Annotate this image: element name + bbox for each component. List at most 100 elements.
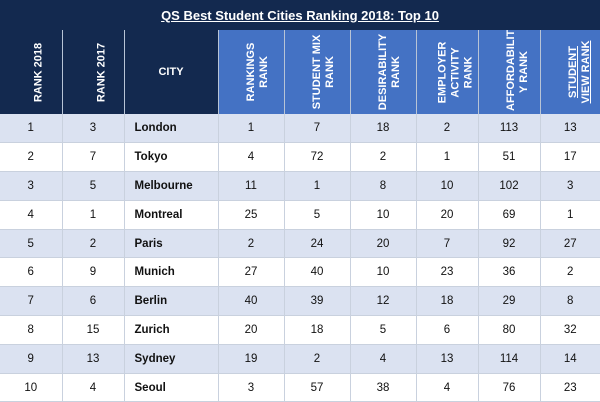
table-row[interactable]: 6 9 Munich 27 40 10 23 36 2: [0, 257, 600, 288]
table-row[interactable]: 8 15 Zurich 20 18 5 6 80 32: [0, 315, 600, 345]
cell-rank-2018: 1: [0, 114, 63, 144]
cell-rank-2017: 5: [62, 171, 125, 201]
cell-student-view-rank: 8: [540, 286, 600, 317]
cell-rank-2017: 7: [62, 142, 125, 173]
cell-affordability-rank: 51: [478, 142, 541, 173]
cell-city: Zurich: [124, 315, 219, 345]
cell-student-view-rank: 2: [540, 257, 600, 288]
cell-desirability-rank: 8: [350, 171, 417, 201]
cell-rank-2017: 15: [62, 315, 125, 345]
cell-rank-2017: 3: [62, 114, 125, 144]
cell-student-view-rank: 1: [540, 200, 600, 230]
cell-city: Munich: [124, 257, 219, 288]
cell-affordability-rank: 113: [478, 114, 541, 144]
cell-affordability-rank: 69: [478, 200, 541, 230]
cell-affordability-rank: 92: [478, 229, 541, 259]
cell-rank-2017: 2: [62, 229, 125, 259]
cell-student-view-rank: 13: [540, 114, 600, 144]
cell-rank-2018: 5: [0, 229, 63, 259]
cell-student-view-rank: 23: [540, 373, 600, 402]
cell-student-mix-rank: 72: [284, 142, 351, 173]
cell-city: Seoul: [124, 373, 219, 402]
cell-desirability-rank: 18: [350, 114, 417, 144]
table-row[interactable]: 2 7 Tokyo 4 72 2 1 51 17: [0, 142, 600, 173]
cell-student-view-rank: 17: [540, 142, 600, 173]
cell-employer-activity-rank: 4: [416, 373, 479, 402]
cell-rank-2017: 9: [62, 257, 125, 288]
cell-rank-2017: 4: [62, 373, 125, 402]
cell-student-mix-rank: 5: [284, 200, 351, 230]
cell-city: Paris: [124, 229, 219, 259]
cell-student-mix-rank: 18: [284, 315, 351, 345]
table-row[interactable]: 3 5 Melbourne 11 1 8 10 102 3: [0, 171, 600, 201]
cell-city: Tokyo: [124, 142, 219, 173]
cell-rank-2018: 10: [0, 373, 63, 402]
cell-rankings-rank: 27: [218, 257, 285, 288]
cell-city: Melbourne: [124, 171, 219, 201]
cell-desirability-rank: 5: [350, 315, 417, 345]
cell-student-mix-rank: 7: [284, 114, 351, 144]
cell-employer-activity-rank: 2: [416, 114, 479, 144]
cell-desirability-rank: 10: [350, 257, 417, 288]
cell-city: Berlin: [124, 286, 219, 317]
cell-employer-activity-rank: 7: [416, 229, 479, 259]
table-row[interactable]: 1 3 London 1 7 18 2 113 13: [0, 114, 600, 144]
cell-city: Montreal: [124, 200, 219, 230]
header-student-mix-rank[interactable]: STUDENT MIX RANK: [284, 30, 351, 114]
cell-employer-activity-rank: 13: [416, 344, 479, 374]
header-employer-activity-rank[interactable]: EMPLOYER ACTIVITY RANK: [416, 30, 479, 114]
cell-employer-activity-rank: 18: [416, 286, 479, 317]
cell-rank-2018: 6: [0, 257, 63, 288]
cell-employer-activity-rank: 6: [416, 315, 479, 345]
cell-rankings-rank: 4: [218, 142, 285, 173]
table-row[interactable]: 7 6 Berlin 40 39 12 18 29 8: [0, 286, 600, 317]
cell-rank-2018: 7: [0, 286, 63, 317]
table-row[interactable]: 10 4 Seoul 3 57 38 4 76 23: [0, 373, 600, 402]
cell-rankings-rank: 3: [218, 373, 285, 402]
cell-rank-2018: 4: [0, 200, 63, 230]
cell-rank-2018: 8: [0, 315, 63, 345]
rankings-table: RANK 2018 RANK 2017 CITY RANKINGS RANK ST…: [0, 30, 600, 402]
table-row[interactable]: 5 2 Paris 2 24 20 7 92 27: [0, 229, 600, 259]
header-desirability-rank[interactable]: DESIRABILITY RANK: [350, 30, 417, 114]
cell-rank-2017: 6: [62, 286, 125, 317]
cell-student-view-rank: 3: [540, 171, 600, 201]
cell-desirability-rank: 10: [350, 200, 417, 230]
cell-rankings-rank: 25: [218, 200, 285, 230]
title-bar: QS Best Student Cities Ranking 2018: Top…: [0, 0, 600, 30]
cell-rankings-rank: 19: [218, 344, 285, 374]
cell-city: London: [124, 114, 219, 144]
cell-student-mix-rank: 39: [284, 286, 351, 317]
cell-affordability-rank: 36: [478, 257, 541, 288]
cell-affordability-rank: 80: [478, 315, 541, 345]
cell-employer-activity-rank: 10: [416, 171, 479, 201]
cell-desirability-rank: 4: [350, 344, 417, 374]
cell-student-mix-rank: 2: [284, 344, 351, 374]
header-row: RANK 2018 RANK 2017 CITY RANKINGS RANK ST…: [0, 30, 600, 114]
header-rankings-rank[interactable]: RANKINGS RANK: [218, 30, 285, 114]
cell-desirability-rank: 2: [350, 142, 417, 173]
cell-rankings-rank: 20: [218, 315, 285, 345]
cell-student-mix-rank: 1: [284, 171, 351, 201]
header-affordability-rank[interactable]: AFFORDABILIT Y RANK: [478, 30, 541, 114]
cell-affordability-rank: 76: [478, 373, 541, 402]
cell-student-view-rank: 14: [540, 344, 600, 374]
header-city[interactable]: CITY: [124, 30, 219, 114]
cell-affordability-rank: 114: [478, 344, 541, 374]
table-row[interactable]: 9 13 Sydney 19 2 4 13 114 14: [0, 344, 600, 374]
header-student-view-rank[interactable]: STUDENT VIEW RANK: [540, 30, 600, 114]
cell-student-view-rank: 32: [540, 315, 600, 345]
cell-desirability-rank: 20: [350, 229, 417, 259]
cell-rank-2018: 2: [0, 142, 63, 173]
cell-student-view-rank: 27: [540, 229, 600, 259]
cell-rank-2018: 9: [0, 344, 63, 374]
table-row[interactable]: 4 1 Montreal 25 5 10 20 69 1: [0, 200, 600, 230]
header-rank-2018[interactable]: RANK 2018: [0, 30, 63, 114]
cell-rankings-rank: 1: [218, 114, 285, 144]
header-rank-2017[interactable]: RANK 2017: [62, 30, 125, 114]
cell-student-mix-rank: 57: [284, 373, 351, 402]
cell-student-mix-rank: 24: [284, 229, 351, 259]
cell-city: Sydney: [124, 344, 219, 374]
cell-desirability-rank: 38: [350, 373, 417, 402]
cell-desirability-rank: 12: [350, 286, 417, 317]
